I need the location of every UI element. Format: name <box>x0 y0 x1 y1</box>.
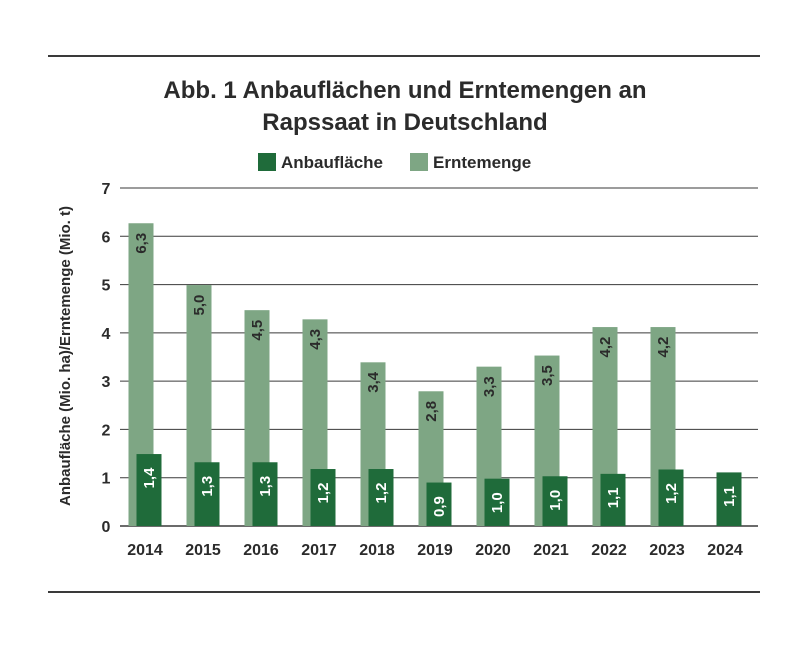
legend: Anbaufläche Erntemenge <box>258 153 531 172</box>
chart-title-line-2: Rapssaat in Deutschland <box>262 109 547 136</box>
data-label-erntemenge-2014: 6,3 <box>133 233 150 254</box>
data-label-anbauflaeche-2019: 0,9 <box>431 496 448 517</box>
x-tick-label-2018: 2018 <box>359 542 395 559</box>
data-label-erntemenge-2023: 4,2 <box>655 337 672 358</box>
bar-anbauflaeche-2022 <box>600 473 626 526</box>
y-tick-labels: 0 1 2 3 4 5 6 7 <box>102 181 111 536</box>
data-label-anbauflaeche-2023: 1,2 <box>663 483 680 504</box>
data-label-anbauflaeche-2015: 1,3 <box>199 476 216 497</box>
y-tick-label: 6 <box>102 229 111 246</box>
data-label-erntemenge-2022: 4,2 <box>597 337 614 358</box>
data-label-erntemenge-2019: 2,8 <box>423 401 440 422</box>
y-tick-label: 7 <box>102 181 111 198</box>
data-label-erntemenge-2018: 3,4 <box>365 371 382 393</box>
legend-swatch-anbauflaeche <box>258 153 276 171</box>
legend-label-erntemenge: Erntemenge <box>433 153 531 172</box>
data-label-erntemenge-2017: 4,3 <box>307 329 324 350</box>
x-tick-label-2021: 2021 <box>533 542 569 559</box>
bar-anbauflaeche-2017 <box>310 469 336 526</box>
bar-anbauflaeche-2019 <box>426 482 452 526</box>
data-label-anbauflaeche-2021: 1,0 <box>547 490 564 511</box>
data-label-anbauflaeche-2020: 1,0 <box>489 492 506 513</box>
top-rule <box>48 55 760 57</box>
x-tick-labels: 2014 2015 2016 2017 2018 2019 2020 2021 2022 2023… <box>127 542 743 559</box>
bar-anbauflaeche-2016 <box>252 462 278 526</box>
y-tick-label: 0 <box>102 519 111 536</box>
y-tick-label: 2 <box>102 422 111 439</box>
data-label-erntemenge-2016: 4,5 <box>249 320 266 341</box>
data-labels: 6,3 1,4 5,0 1,3 4,5 1,3 4,3 1,2 3,4 1,2 2,8 0,9 3,3 1… <box>133 233 738 517</box>
bar-anbauflaeche-2021 <box>542 476 568 526</box>
legend-label-anbauflaeche: Anbaufläche <box>281 153 383 172</box>
data-label-anbauflaeche-2022: 1,1 <box>605 487 622 508</box>
bar-anbauflaeche-2020 <box>484 478 510 526</box>
data-label-erntemenge-2020: 3,3 <box>481 376 498 397</box>
data-label-anbauflaeche-2014: 1,4 <box>141 467 158 489</box>
legend-swatch-erntemenge <box>410 153 428 171</box>
bar-anbauflaeche-2023 <box>658 469 684 526</box>
y-tick-label: 5 <box>102 278 111 295</box>
x-tick-label-2024: 2024 <box>707 542 743 559</box>
y-tick-label: 3 <box>102 374 111 391</box>
bars <box>128 223 742 526</box>
bar-anbauflaeche-2014 <box>136 454 162 526</box>
x-tick-label-2017: 2017 <box>301 542 337 559</box>
data-label-erntemenge-2021: 3,5 <box>539 365 556 386</box>
data-label-anbauflaeche-2017: 1,2 <box>315 483 332 504</box>
bottom-rule <box>48 591 760 593</box>
data-label-anbauflaeche-2016: 1,3 <box>257 476 274 497</box>
x-tick-label-2023: 2023 <box>649 542 685 559</box>
x-tick-label-2016: 2016 <box>243 542 279 559</box>
x-tick-label-2022: 2022 <box>591 542 627 559</box>
x-tick-label-2020: 2020 <box>475 542 511 559</box>
x-tick-label-2019: 2019 <box>417 542 453 559</box>
data-label-anbauflaeche-2018: 1,2 <box>373 483 390 504</box>
bar-anbauflaeche-2018 <box>368 469 394 526</box>
y-axis-label: Anbaufläche (Mio. ha)/Erntemenge (Mio. t… <box>57 206 74 506</box>
y-tick-label: 1 <box>102 471 111 488</box>
data-label-erntemenge-2015: 5,0 <box>191 295 208 316</box>
data-label-anbauflaeche-2024: 1,1 <box>721 486 738 507</box>
x-tick-label-2014: 2014 <box>127 542 163 559</box>
bar-anbauflaeche-2015 <box>194 462 220 526</box>
y-tick-label: 4 <box>102 326 111 343</box>
x-tick-label-2015: 2015 <box>185 542 221 559</box>
bar-anbauflaeche-2024 <box>716 472 742 526</box>
chart-title-line-1: Abb. 1 Anbauflächen und Erntemengen an <box>163 77 646 104</box>
